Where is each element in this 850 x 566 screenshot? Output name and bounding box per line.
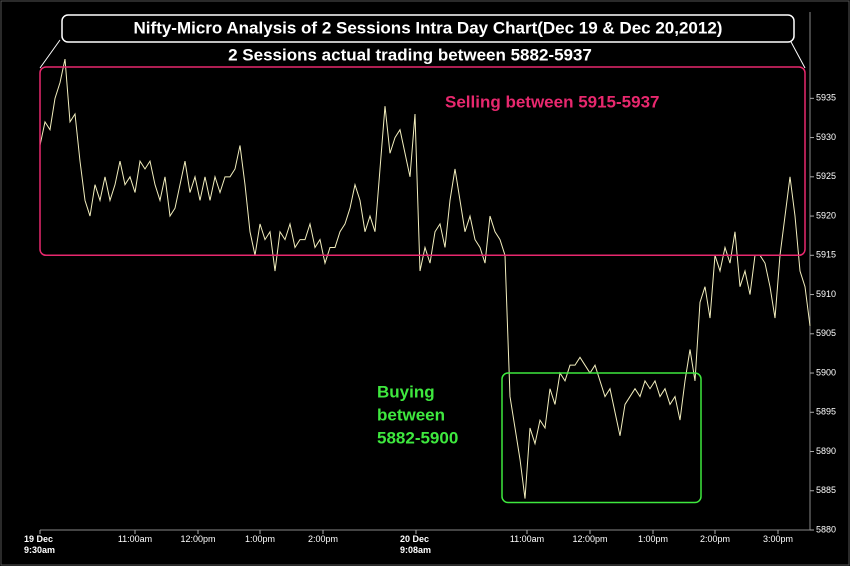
x-tick-label-line: 2:00pm [700,534,730,544]
y-tick-label: 5890 [816,446,836,456]
x-tick-label: 20 Dec 9:08am [400,534,431,555]
x-tick-label-line: 11:00am [510,534,544,544]
x-tick-label-line: 19 Dec [24,534,53,544]
region-label: 5882-5900 [377,429,458,448]
y-tick-label: 5910 [816,289,836,299]
y-tick-label: 5905 [816,328,836,338]
x-tick-label: 2:00pm [700,534,730,544]
y-tick-label: 5925 [816,171,836,181]
x-tick-label: 1:00pm [638,534,668,544]
region-box [501,372,702,504]
x-tick-label: 1:00pm [245,534,275,544]
region-label: Selling between 5915-5937 [445,92,660,111]
x-tick-label-line: 1:00pm [638,534,668,544]
connector [789,39,806,69]
y-tick-label: 5935 [816,93,836,103]
y-tick-label: 5920 [816,210,836,220]
y-tick-label: 5915 [816,250,836,260]
x-tick-label: 11:00am [118,534,152,544]
x-tick-label-line: 3:00pm [763,534,793,544]
x-tick-label-line: 20 Dec [400,534,429,544]
region-label: Buying [377,383,435,402]
x-tick-label-line: 12:00pm [572,534,607,544]
y-tick-label: 5900 [816,367,836,377]
x-tick-label-line: 11:00am [118,534,152,544]
region-box [39,66,806,257]
x-tick-label: 12:00pm [180,534,215,544]
y-tick-label: 5930 [816,132,836,142]
region-label: between [377,406,445,425]
y-tick-label: 5895 [816,407,836,417]
x-tick-label: 3:00pm [763,534,793,544]
x-tick-label: 12:00pm [572,534,607,544]
title-box [61,14,795,43]
price-line [39,58,811,499]
x-tick-label: 19 Dec 9:30am [24,534,55,555]
connector [39,39,61,69]
x-tick-label: 11:00am [510,534,544,544]
chart-title: Nifty-Micro Analysis of 2 Sessions Intra… [134,18,723,37]
x-tick-label-line: 2:00pm [308,534,338,544]
x-tick-label: 2:00pm [308,534,338,544]
y-tick-label: 5880 [816,524,836,534]
x-tick-label-line: 12:00pm [180,534,215,544]
y-tick-label: 5885 [816,485,836,495]
x-tick-label-line: 9:30am [24,545,55,555]
x-tick-label-line: 9:08am [400,545,431,555]
chart-subtitle: 2 Sessions actual trading between 5882-5… [228,45,592,64]
x-tick-label-line: 1:00pm [245,534,275,544]
